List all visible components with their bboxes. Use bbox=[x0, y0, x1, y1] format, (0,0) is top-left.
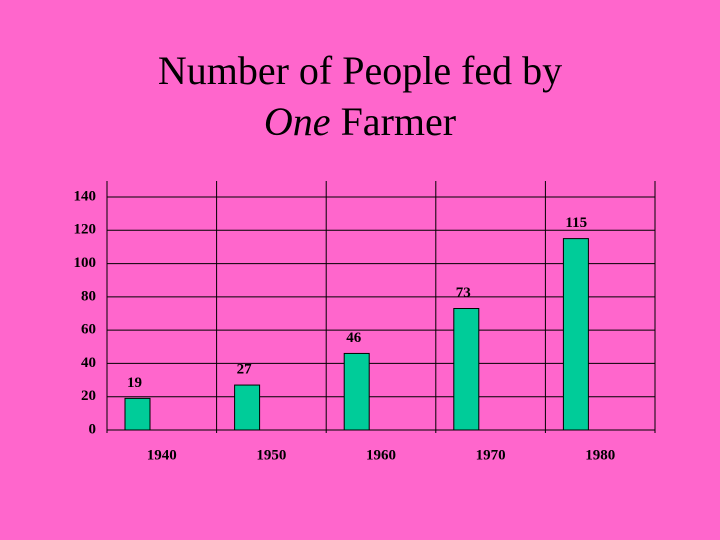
x-tick-label: 1950 bbox=[256, 447, 286, 463]
y-tick-label: 80 bbox=[81, 288, 96, 304]
data-label: 73 bbox=[456, 285, 471, 301]
title-emphasis: One bbox=[264, 99, 331, 144]
x-tick-label: 1960 bbox=[366, 447, 396, 463]
x-tick-label: 1940 bbox=[147, 447, 177, 463]
y-tick-label: 140 bbox=[74, 188, 97, 204]
y-tick-label: 100 bbox=[74, 255, 97, 271]
chart-title-line2: One Farmer bbox=[264, 99, 456, 144]
bar bbox=[453, 308, 480, 431]
data-label: 19 bbox=[127, 375, 142, 391]
data-label: 27 bbox=[237, 362, 253, 378]
y-tick-label: 40 bbox=[81, 355, 96, 371]
y-tick-label: 60 bbox=[81, 322, 96, 338]
bar bbox=[343, 352, 370, 431]
bar bbox=[562, 238, 589, 431]
bar bbox=[124, 397, 151, 431]
data-label: 115 bbox=[565, 215, 587, 231]
data-label: 46 bbox=[346, 330, 362, 346]
y-tick-label: 120 bbox=[74, 222, 97, 238]
y-tick-label: 0 bbox=[89, 421, 97, 437]
x-tick-label: 1980 bbox=[585, 447, 615, 463]
y-tick-label: 20 bbox=[81, 388, 96, 404]
chart-title: Number of People fed by bbox=[158, 48, 562, 93]
title-rest: Farmer bbox=[341, 99, 457, 144]
bar bbox=[234, 384, 261, 431]
x-tick-label: 1970 bbox=[476, 447, 506, 463]
